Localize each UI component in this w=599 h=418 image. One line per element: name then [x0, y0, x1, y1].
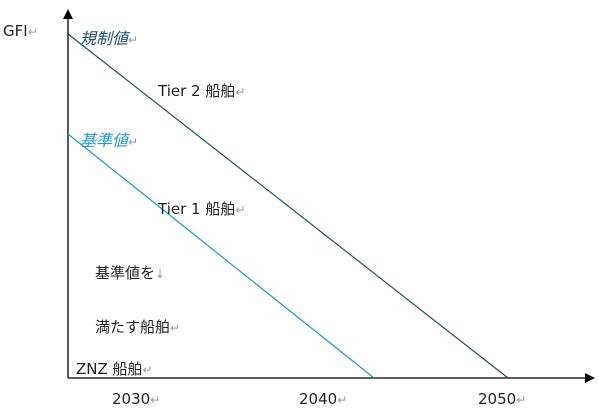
paragraph-mark: ↵ — [516, 393, 526, 407]
tier1-label: Tier 1 船舶↵ — [157, 200, 245, 218]
y-axis-label: GFI↵ — [3, 22, 38, 40]
compliant-label-line2-text: 満たす船舶 — [95, 318, 170, 336]
regulation-line — [67, 33, 509, 379]
paragraph-mark: ↵ — [28, 25, 38, 39]
tier2-label-text: Tier 2 船舶 — [157, 82, 235, 100]
tier1-label-text: Tier 1 船舶 — [157, 200, 235, 218]
x-tick-2040: 2040↵ — [299, 390, 347, 408]
paragraph-mark: ↵ — [128, 135, 138, 149]
baseline-label: 基準値↵ — [80, 131, 138, 150]
compliant-label-line1: 基準値を↓ — [95, 264, 165, 282]
x-tick-2030: 2030↵ — [112, 390, 160, 408]
paragraph-mark: ↵ — [143, 363, 153, 377]
y-axis-label-text: GFI — [3, 22, 28, 40]
x-tick-2050: 2050↵ — [478, 390, 526, 408]
paragraph-mark: ↵ — [128, 33, 138, 47]
tier2-label: Tier 2 船舶↵ — [157, 82, 245, 100]
x-tick-2050-text: 2050 — [478, 390, 516, 408]
znz-label-text: ZNZ 船舶 — [76, 360, 143, 378]
paragraph-mark: ↵ — [235, 203, 245, 217]
compliant-label-line1-text: 基準値を — [95, 264, 155, 282]
x-tick-2030-text: 2030 — [112, 390, 150, 408]
paragraph-mark: ↵ — [150, 393, 160, 407]
compliant-label-line2: 満たす船舶↵ — [95, 318, 180, 336]
paragraph-mark: ↵ — [170, 321, 180, 335]
x-tick-2040-text: 2040 — [299, 390, 337, 408]
paragraph-mark: ↵ — [235, 85, 245, 99]
line-break-mark: ↓ — [155, 267, 165, 281]
znz-label: ZNZ 船舶↵ — [76, 360, 153, 378]
regulation-label-text: 規制値 — [80, 29, 131, 48]
baseline-line — [67, 133, 375, 379]
paragraph-mark: ↵ — [337, 393, 347, 407]
regulation-label: 規制値↵ — [80, 29, 138, 48]
baseline-label-text: 基準値 — [80, 131, 131, 150]
